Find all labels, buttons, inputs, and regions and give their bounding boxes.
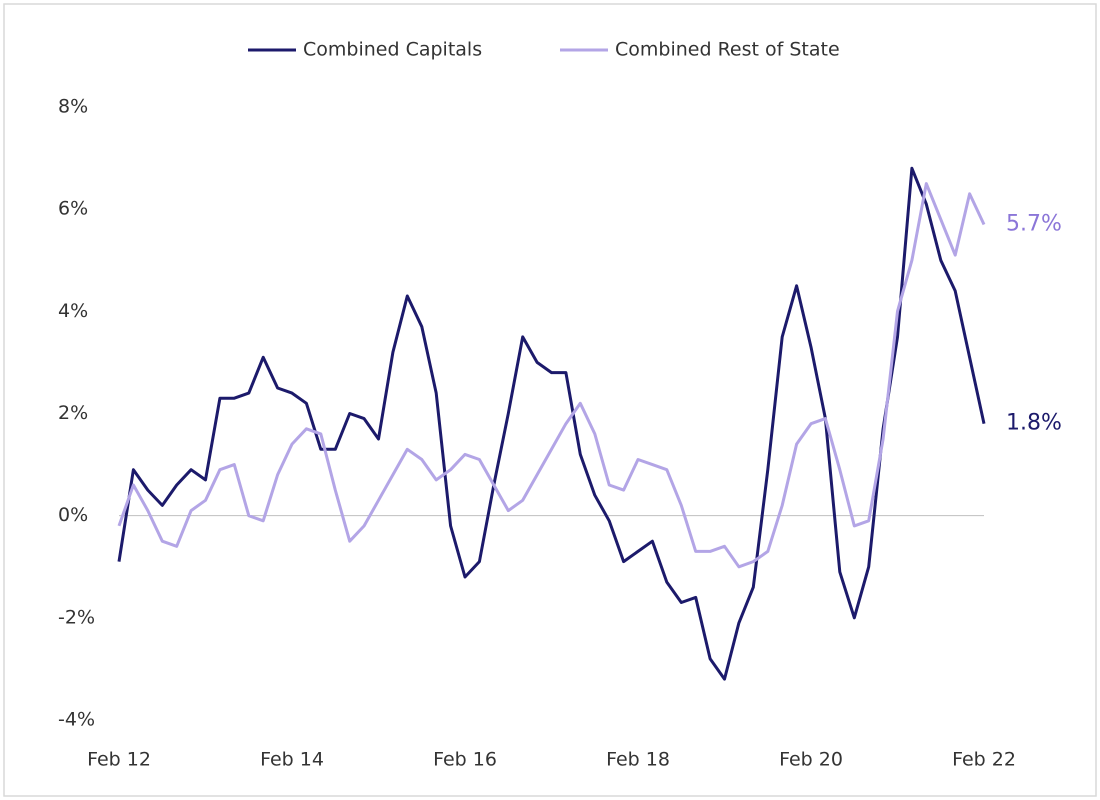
y-tick-label: 8% [58,96,88,118]
frame [3,3,1097,797]
y-tick-label: -2% [58,606,95,628]
series-line [117,182,986,569]
end-label: 1.8% [1006,411,1062,436]
x-tick-label: Feb 14 [260,749,324,771]
x-tick-label: Feb 22 [952,749,1016,771]
x-tick-label: Feb 12 [87,749,151,771]
y-tick-label: 0% [58,504,88,526]
y-tick-label: 2% [58,402,88,424]
y-tick-label: -4% [58,709,95,731]
legend-label: Combined Rest of State [615,39,840,61]
legend-label: Combined Capitals [303,39,482,61]
x-tick-label: Feb 16 [433,749,497,771]
x-tick-label: Feb 20 [779,749,843,771]
series-line [117,166,986,681]
x-tick-label: Feb 18 [606,749,670,771]
end-label: 5.7% [1006,211,1062,236]
y-tick-label: 4% [58,300,88,322]
y-tick-label: 6% [58,198,88,220]
